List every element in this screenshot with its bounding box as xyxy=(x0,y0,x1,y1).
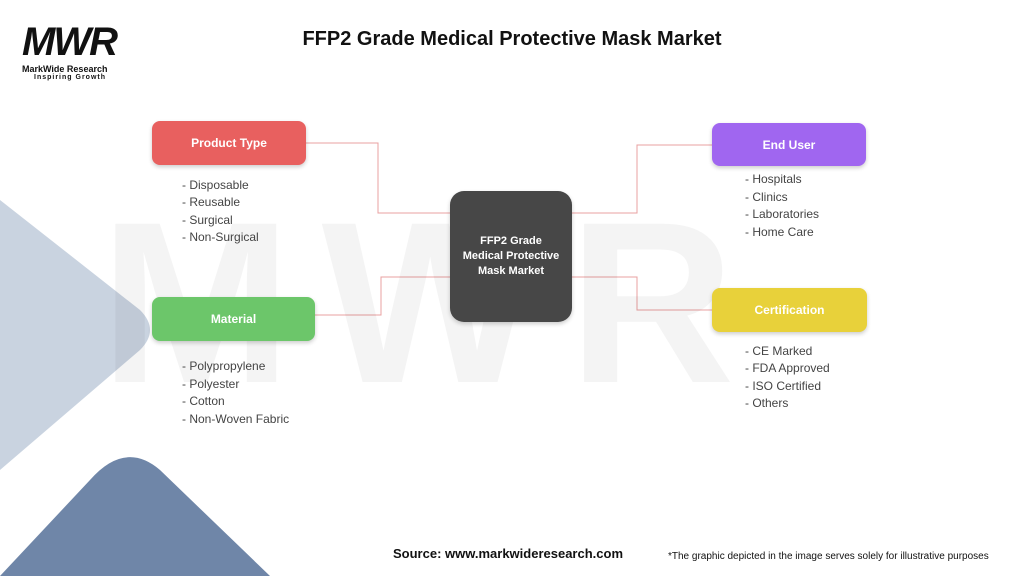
branch-item: - CE Marked xyxy=(745,344,813,358)
center-node: FFP2 Grade Medical Protective Mask Marke… xyxy=(450,191,572,322)
disclaimer: *The graphic depicted in the image serve… xyxy=(668,551,989,562)
branch-node: Material xyxy=(152,297,315,341)
title: FFP2 Grade Medical Protective Mask Marke… xyxy=(302,28,722,50)
branch-item: - Non-Woven Fabric xyxy=(182,412,290,426)
decor-shape xyxy=(0,200,150,470)
branch-node: End User xyxy=(712,123,866,166)
branch-item: - FDA Approved xyxy=(745,361,830,375)
branch-item: - Surgical xyxy=(182,213,233,227)
connectors xyxy=(306,142,712,316)
branch-item: - Cotton xyxy=(182,394,225,408)
branch-item: - Others xyxy=(745,396,789,410)
branch-item: - Home Care xyxy=(745,225,814,239)
logo-name: MarkWide Research xyxy=(22,64,108,74)
logo-mark: MWR xyxy=(22,20,118,64)
branch-item: - Polyester xyxy=(182,377,240,391)
branch-item: - Hospitals xyxy=(745,172,802,186)
logo-tagline: Inspiring Growth xyxy=(34,74,106,81)
branch-item: - Laboratories xyxy=(745,207,820,221)
branch-item: - Reusable xyxy=(182,195,241,209)
branch-node: Product Type xyxy=(152,121,306,165)
branch-item: - Disposable xyxy=(182,178,249,192)
source: Source: www.markwideresearch.com xyxy=(393,546,624,561)
branch-node: Certification xyxy=(712,288,867,332)
branch-item: - Non-Surgical xyxy=(182,230,259,244)
branch-item: - Clinics xyxy=(745,190,788,204)
branch-item: - ISO Certified xyxy=(745,379,822,393)
branch-item: - Polypropylene xyxy=(182,359,266,373)
decor-shape xyxy=(0,457,270,576)
